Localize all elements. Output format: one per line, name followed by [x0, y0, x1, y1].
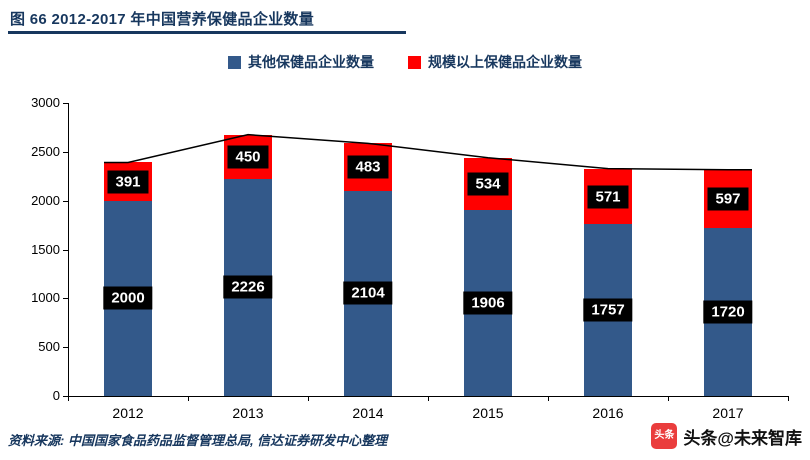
data-label-other: 2226 — [223, 275, 273, 299]
data-label-other: 2000 — [103, 286, 153, 310]
toutiao-logo-icon: 头条 — [651, 423, 678, 449]
y-tick-mark — [63, 201, 68, 202]
data-label-other: 2104 — [343, 281, 393, 305]
y-axis-line — [68, 103, 69, 397]
watermark-label: 头条@未来智库 — [683, 428, 802, 448]
x-tick-mark — [548, 396, 549, 401]
x-tick-mark — [788, 396, 789, 401]
legend-label-other: 其他保健品企业数量 — [248, 54, 374, 70]
x-tick-mark — [188, 396, 189, 401]
y-tick-label: 1000 — [31, 290, 60, 305]
y-tick-label: 0 — [52, 388, 60, 403]
source-note: 资料来源: 中国国家食品药品监督管理总局, 信达证券研发中心整理 — [8, 433, 388, 448]
legend-label-scale: 规模以上保健品企业数量 — [428, 54, 582, 70]
y-tick-mark — [63, 396, 68, 397]
y-tick-label: 500 — [38, 339, 60, 354]
y-tick-label: 3000 — [31, 95, 60, 110]
x-tick-mark — [308, 396, 309, 401]
data-label-other: 1720 — [703, 300, 753, 324]
x-tick-label: 2017 — [712, 405, 744, 421]
data-label-other: 1906 — [463, 291, 513, 315]
data-label-scale: 571 — [587, 185, 629, 209]
y-tick-mark — [63, 298, 68, 299]
legend-swatch-scale — [408, 55, 421, 69]
x-tick-label: 2013 — [232, 405, 264, 421]
y-tick-mark — [63, 103, 68, 104]
legend-item-scale: 规模以上保健品企业数量 — [408, 52, 582, 72]
x-tick-label: 2016 — [592, 405, 624, 421]
y-tick-mark — [63, 250, 68, 251]
data-label-scale: 391 — [107, 170, 149, 194]
y-tick-label: 1500 — [31, 242, 60, 257]
x-tick-label: 2015 — [472, 405, 504, 421]
data-label-scale: 450 — [227, 145, 269, 169]
title-underline — [8, 31, 406, 34]
y-tick-label: 2500 — [31, 144, 60, 159]
data-label-scale: 597 — [707, 187, 749, 211]
chart-legend: 其他保健品企业数量 规模以上保健品企业数量 — [0, 52, 810, 72]
x-tick-label: 2012 — [112, 405, 144, 421]
x-tick-mark — [668, 396, 669, 401]
x-tick-mark — [68, 396, 69, 401]
figure-title: 图 66 2012-2017 年中国营养保健品企业数量 — [10, 11, 315, 28]
data-label-scale: 534 — [467, 172, 509, 196]
x-tick-label: 2014 — [352, 405, 384, 421]
y-tick-label: 2000 — [31, 193, 60, 208]
y-tick-mark — [63, 152, 68, 153]
legend-item-other: 其他保健品企业数量 — [228, 52, 374, 72]
data-label-scale: 483 — [347, 155, 389, 179]
y-tick-mark — [63, 347, 68, 348]
data-label-other: 1757 — [583, 298, 633, 322]
legend-swatch-other — [228, 55, 241, 69]
x-tick-mark — [428, 396, 429, 401]
watermark: 头条 头条@未来智库 — [651, 423, 802, 449]
